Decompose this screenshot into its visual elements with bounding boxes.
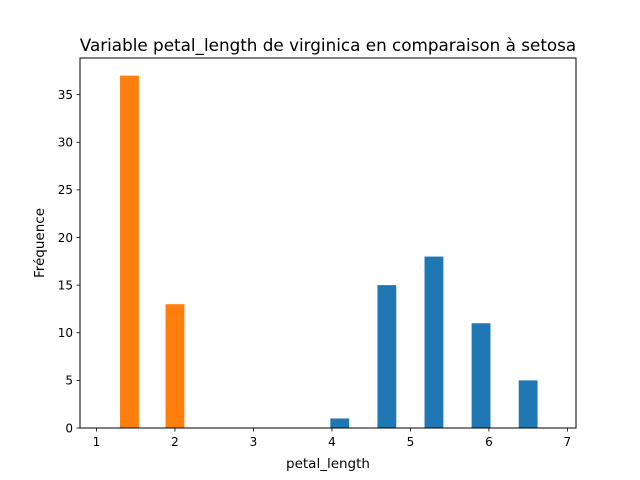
y-tick-label: 5 [65, 374, 73, 388]
bar-series2-2 [165, 304, 185, 428]
chart-title: Variable petal_length de virginica en co… [80, 35, 576, 56]
x-tick-label: 1 [93, 435, 101, 449]
bar-series2-1 [120, 75, 139, 429]
bar-series1-3 [424, 256, 444, 428]
y-tick-label: 25 [58, 183, 73, 197]
bar-series1-5 [518, 380, 538, 428]
y-tick-label: 35 [58, 88, 73, 102]
y-tick-label: 0 [65, 421, 73, 435]
x-tick-label: 7 [564, 435, 572, 449]
x-tick-label: 5 [407, 435, 415, 449]
x-tick-label: 6 [485, 435, 493, 449]
y-axis-label: Fréquence [32, 208, 48, 278]
plot-frame [79, 57, 577, 429]
x-tick-label: 4 [328, 435, 336, 449]
x-tick-label: 2 [171, 435, 179, 449]
bar-series1-1 [330, 418, 350, 428]
y-tick-label: 30 [58, 136, 73, 150]
x-axis-label: petal_length [286, 456, 370, 472]
bar-series1-4 [471, 323, 491, 428]
y-tick-label: 10 [58, 326, 73, 340]
y-tick-label: 20 [58, 231, 73, 245]
x-tick-label: 3 [250, 435, 258, 449]
bars-layer [120, 75, 538, 429]
y-axis-ticks: 0 5 10 15 20 25 30 35 [58, 88, 80, 435]
bar-series1-2 [377, 285, 397, 428]
x-axis-ticks: 1 2 3 4 5 6 7 [93, 428, 572, 449]
y-tick-label: 15 [58, 278, 73, 292]
